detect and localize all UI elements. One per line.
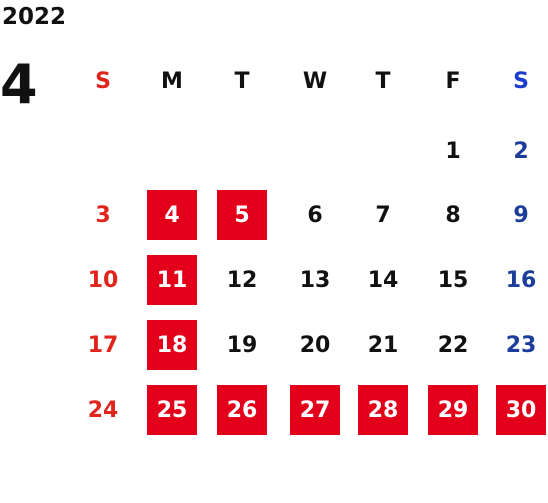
day-cell[interactable]: 14 <box>367 267 399 293</box>
month-number: 4 <box>0 53 38 116</box>
day-cell[interactable]: 30 <box>496 385 546 435</box>
day-cell[interactable]: 27 <box>290 385 340 435</box>
day-cell[interactable]: 12 <box>226 267 258 293</box>
day-cell[interactable]: 28 <box>358 385 408 435</box>
day-cell[interactable]: 15 <box>437 267 469 293</box>
day-cell[interactable]: 7 <box>375 202 391 228</box>
day-cell[interactable]: 11 <box>147 255 197 305</box>
day-cell[interactable]: 24 <box>87 397 119 423</box>
day-cell[interactable]: 25 <box>147 385 197 435</box>
day-cell[interactable]: 21 <box>367 332 399 358</box>
day-cell[interactable]: 26 <box>217 385 267 435</box>
day-cell[interactable]: 3 <box>95 202 111 228</box>
day-cell[interactable]: 4 <box>147 190 197 240</box>
day-cell[interactable]: 17 <box>87 332 119 358</box>
day-cell[interactable]: 29 <box>428 385 478 435</box>
day-cell[interactable]: 2 <box>513 138 529 164</box>
weekday-header-3: W <box>302 68 328 94</box>
weekday-header-0: S <box>95 68 111 94</box>
day-cell[interactable]: 8 <box>445 202 461 228</box>
weekday-header-2: T <box>234 68 250 94</box>
day-cell[interactable]: 1 <box>445 138 461 164</box>
weekday-header-1: M <box>161 68 183 94</box>
day-cell[interactable]: 10 <box>87 267 119 293</box>
day-cell[interactable]: 5 <box>217 190 267 240</box>
year-label: 2022 <box>2 4 67 30</box>
day-cell[interactable]: 22 <box>437 332 469 358</box>
day-cell[interactable]: 13 <box>299 267 331 293</box>
weekday-header-6: S <box>513 68 529 94</box>
day-cell[interactable]: 20 <box>299 332 331 358</box>
weekday-header-4: T <box>375 68 391 94</box>
day-cell[interactable]: 9 <box>513 202 529 228</box>
day-cell[interactable]: 16 <box>505 267 537 293</box>
day-cell[interactable]: 18 <box>147 320 197 370</box>
day-cell[interactable]: 6 <box>307 202 323 228</box>
weekday-header-5: F <box>445 68 461 94</box>
day-cell[interactable]: 23 <box>505 332 537 358</box>
day-cell[interactable]: 19 <box>226 332 258 358</box>
